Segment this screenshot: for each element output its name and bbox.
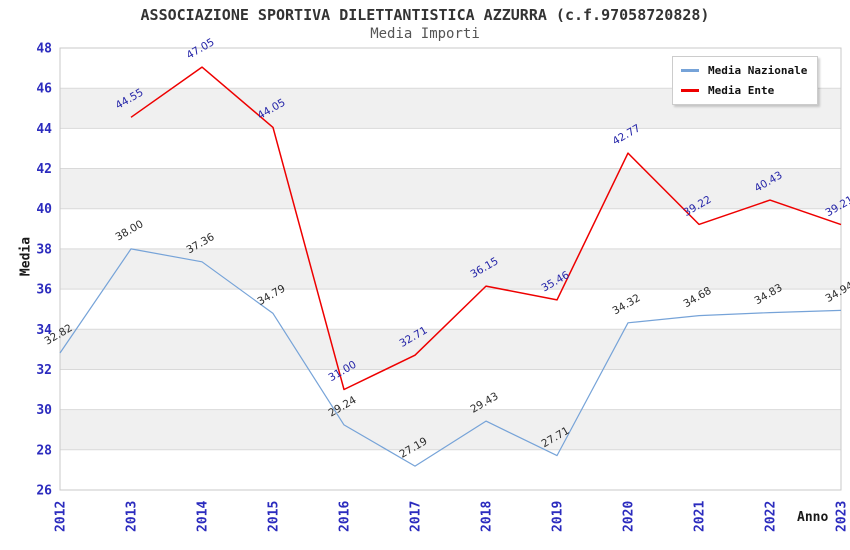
x-tick-label: 2020 xyxy=(622,501,637,532)
x-tick-label: 2016 xyxy=(338,501,353,532)
legend-swatch-media-ente xyxy=(681,89,699,92)
plot-band xyxy=(60,248,841,290)
plot-band xyxy=(60,369,841,410)
x-tick-label: 2014 xyxy=(196,501,211,532)
x-tick-label: 2021 xyxy=(693,501,708,532)
y-tick-label: 28 xyxy=(36,443,52,458)
y-tick-label: 30 xyxy=(36,403,52,418)
legend-label: Media Nazionale xyxy=(708,64,808,77)
x-tick-label: 2017 xyxy=(409,501,424,532)
plot-band xyxy=(60,208,841,249)
y-tick-label: 48 xyxy=(36,42,52,57)
x-tick-label: 2019 xyxy=(551,501,566,532)
legend: Media Nazionale Media Ente xyxy=(672,56,819,105)
x-axis-title: Anno xyxy=(797,510,829,525)
x-tick-label: 2022 xyxy=(764,501,779,532)
plot-band xyxy=(60,128,841,169)
plot-band xyxy=(60,289,841,330)
y-axis-title: Media xyxy=(18,236,34,277)
y-tick-label: 38 xyxy=(36,242,52,257)
y-tick-label: 44 xyxy=(36,122,52,137)
legend-swatch-media-nazionale xyxy=(681,69,699,72)
series-line-media-nazionale xyxy=(59,248,842,467)
y-tick-label: 36 xyxy=(36,283,52,298)
x-tick-label: 2023 xyxy=(835,501,850,532)
series-line-media-ente xyxy=(130,66,842,391)
x-tick-label: 2015 xyxy=(267,501,282,532)
x-tick-label: 2013 xyxy=(125,501,140,532)
plot-border xyxy=(59,47,842,491)
legend-item-media-nazionale: Media Nazionale xyxy=(681,64,807,77)
x-tick-label: 2012 xyxy=(54,501,69,532)
chart-subtitle: Media Importi xyxy=(370,26,480,42)
chart-title: ASSOCIAZIONE SPORTIVA DILETTANTISTICA AZ… xyxy=(140,6,710,24)
x-tick-label: 2018 xyxy=(480,501,495,532)
plot-band xyxy=(60,329,841,370)
y-tick-label: 40 xyxy=(36,202,52,217)
plot-band xyxy=(60,449,841,490)
y-tick-label: 34 xyxy=(36,323,52,338)
y-tick-label: 46 xyxy=(36,82,52,97)
y-tick-label: 32 xyxy=(36,363,52,378)
plot-band xyxy=(60,168,841,209)
y-tick-label: 26 xyxy=(36,484,52,499)
legend-label: Media Ente xyxy=(708,84,775,97)
y-tick-label: 42 xyxy=(36,162,52,177)
legend-item-media-ente: Media Ente xyxy=(681,84,807,97)
